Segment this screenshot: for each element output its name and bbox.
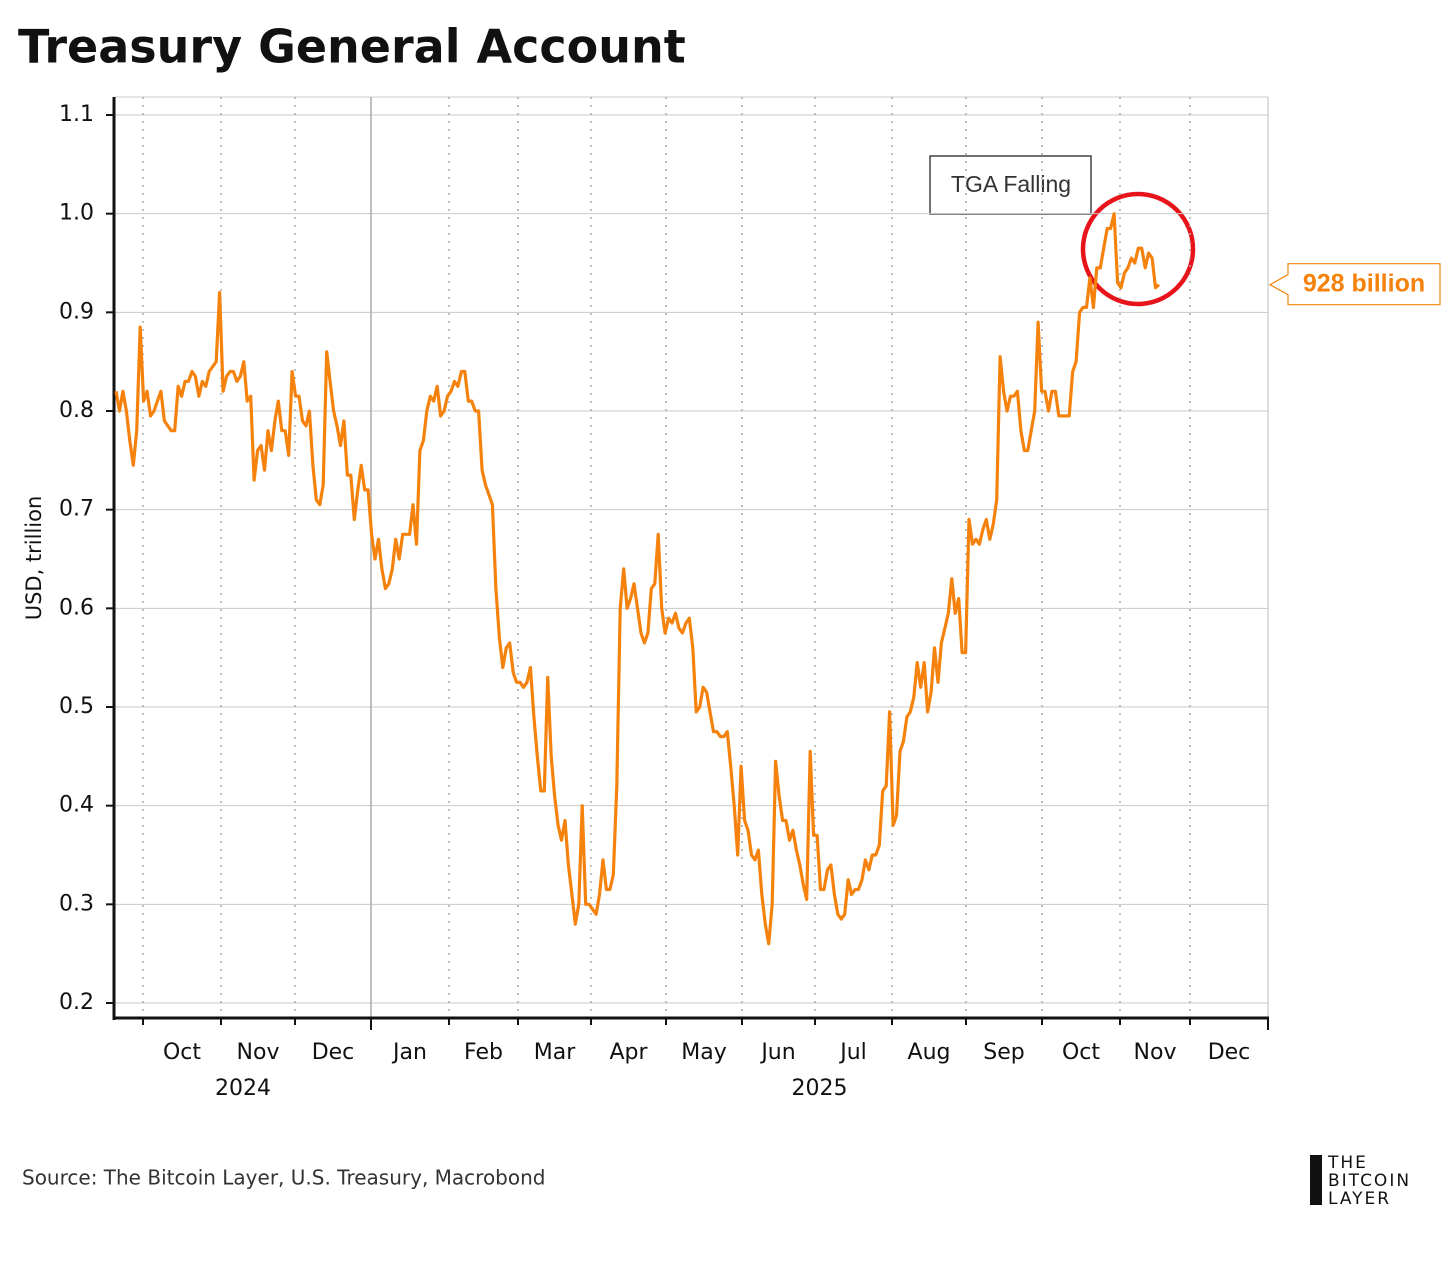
logo-text: BITCOIN xyxy=(1328,1171,1411,1191)
y-tick-label: 0.7 xyxy=(59,497,94,522)
x-tick-label: Dec xyxy=(1208,1040,1251,1065)
year-label: 2025 xyxy=(792,1076,848,1101)
x-tick-label: Jun xyxy=(759,1040,795,1065)
source-note: Source: The Bitcoin Layer, U.S. Treasury… xyxy=(22,1166,546,1190)
x-tick-label: Sep xyxy=(983,1040,1024,1065)
x-tick-label: Aug xyxy=(908,1040,951,1065)
end-label: 928 billion xyxy=(1303,269,1425,297)
x-tick-label: Mar xyxy=(534,1040,576,1065)
y-tick-label: 0.6 xyxy=(59,595,94,620)
x-tick-label: Feb xyxy=(464,1040,503,1065)
x-tick-label: Apr xyxy=(609,1040,648,1065)
x-tick-label: May xyxy=(681,1040,726,1065)
x-tick-label: Jul xyxy=(838,1040,867,1065)
x-tick-label: Dec xyxy=(312,1040,355,1065)
end-label-box xyxy=(1268,263,1441,306)
y-tick-label: 0.2 xyxy=(59,990,94,1015)
logo-text: THE xyxy=(1327,1153,1368,1173)
y-tick-label: 0.5 xyxy=(59,694,94,719)
annotation-box xyxy=(929,155,1092,215)
y-tick-label: 0.4 xyxy=(59,793,94,818)
annotation: TGA Falling xyxy=(951,171,1071,197)
y-tick-label: 0.3 xyxy=(59,891,94,916)
x-tick-label: Oct xyxy=(1062,1040,1100,1065)
chart-title: Treasury General Account xyxy=(18,20,686,74)
y-tick-label: 0.9 xyxy=(59,299,94,324)
y-tick-label: 1.1 xyxy=(59,102,94,127)
logo-text: LAYER xyxy=(1328,1189,1391,1209)
highlight-circle xyxy=(1080,191,1196,307)
y-axis-label: USD, trillion xyxy=(22,496,46,621)
year-label: 2024 xyxy=(215,1076,271,1101)
x-tick-label: Jan xyxy=(391,1040,427,1065)
x-tick-label: Oct xyxy=(163,1040,201,1065)
y-tick-label: 1.0 xyxy=(59,201,94,226)
logo-bar xyxy=(1310,1155,1322,1205)
x-tick-label: Nov xyxy=(237,1040,280,1065)
data-line xyxy=(114,212,1161,946)
x-tick-label: Nov xyxy=(1134,1040,1177,1065)
y-tick-label: 0.8 xyxy=(59,398,94,423)
